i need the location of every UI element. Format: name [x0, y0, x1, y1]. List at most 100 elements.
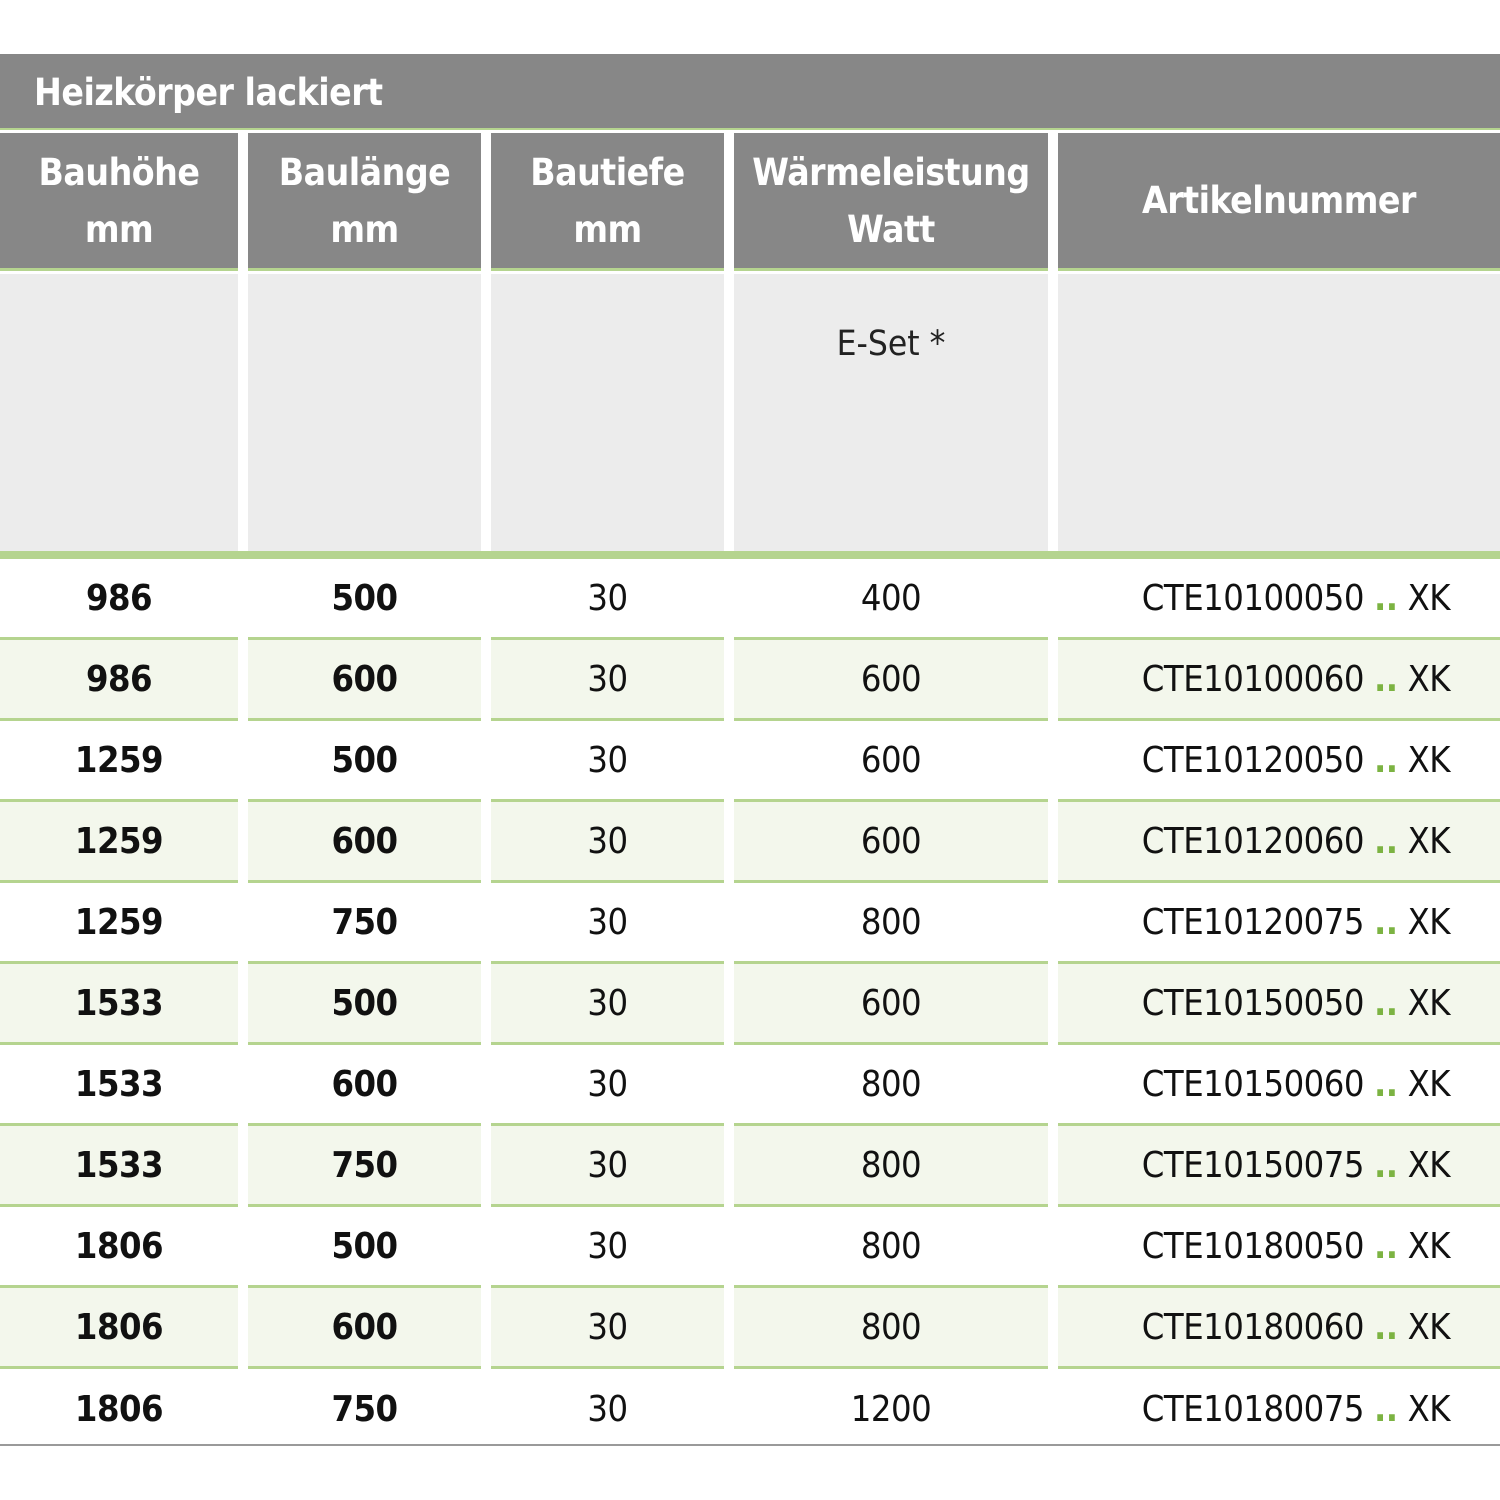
cell-hoehe: 1533: [0, 1126, 238, 1207]
cell-artikelnummer: CTE10120060.. XK: [1058, 802, 1500, 883]
artikel-dots: ..: [1373, 739, 1398, 781]
table-row: 1533 750 30 800 CTE10150075.. XK: [0, 1126, 1500, 1207]
table-row: 986 500 30 400 CTE10100050.. XK: [0, 559, 1500, 640]
artikel-suffix: XK: [1407, 820, 1451, 862]
header-divider: [0, 551, 1500, 559]
cell-artikelnummer: CTE10150060.. XK: [1058, 1045, 1500, 1126]
cell-laenge: 500: [248, 559, 481, 640]
artikel-dots: ..: [1373, 901, 1398, 943]
artikel-art: CTE10150050: [1141, 982, 1365, 1024]
cell-laenge: 750: [331, 1389, 398, 1430]
column-header-line1: Artikelnummer: [1142, 179, 1416, 222]
cell-tiefe: 30: [491, 640, 724, 721]
cell-laenge: 500: [248, 1207, 481, 1288]
artikel-dots: ..: [1373, 1063, 1398, 1105]
cell-hoehe: 1533: [0, 964, 238, 1045]
cell-watt: 800: [734, 1288, 1048, 1369]
table-header: Bauhöhe mm Baulänge mm Bautiefe mm Wärmeleistu…: [0, 133, 1500, 271]
artikel-suffix: XK: [1407, 739, 1451, 781]
cell-tiefe: 30: [491, 883, 724, 964]
column-header: Wärmeleistung Watt: [734, 133, 1048, 271]
table-title: Heizkörper lackiert: [0, 54, 1500, 130]
cell-artikelnummer: CTE10100050.. XK: [1058, 559, 1500, 640]
artikel-suffix: XK: [1407, 577, 1451, 619]
column-header: Artikelnummer: [1058, 133, 1500, 271]
cell-hoehe: 1259: [0, 883, 238, 964]
artikel-suffix: XK: [1407, 982, 1451, 1024]
column-header-line1: Wärmeleistung: [752, 150, 1030, 194]
table-row: 1259 500 30 600 CTE10120050.. XK: [0, 721, 1500, 802]
cell-watt: 600: [734, 721, 1048, 802]
cell-watt: 800: [734, 883, 1048, 964]
artikel-art: CTE10100050: [1141, 577, 1365, 619]
subheader-cell: [1058, 274, 1500, 551]
artikel-dots: ..: [1373, 658, 1398, 700]
cell-watt: 600: [734, 964, 1048, 1045]
artikel-dots: ..: [1373, 982, 1398, 1024]
table-row: 1806 500 30 800 CTE10180050.. XK: [0, 1207, 1500, 1288]
column-header-line2: mm: [330, 207, 399, 251]
cell-laenge: 500: [248, 964, 481, 1045]
artikel-suffix: XK: [1407, 1144, 1451, 1186]
cell-tiefe: 30: [491, 559, 724, 640]
artikel-art: CTE10180050: [1141, 1225, 1365, 1267]
artikel-dots: ..: [1373, 577, 1398, 619]
artikel-dots: ..: [1373, 1389, 1398, 1430]
cell-hoehe: 1806: [0, 1207, 238, 1288]
artikel-suffix: XK: [1407, 1063, 1451, 1105]
column-header-line2: mm: [573, 207, 642, 251]
cell-hoehe: 1806: [0, 1288, 238, 1369]
cell-tiefe: 30: [491, 1126, 724, 1207]
subheader-cell: [0, 274, 238, 551]
cell-hoehe: 1806: [74, 1389, 164, 1430]
cell-laenge: 500: [248, 721, 481, 802]
artikel-suffix: XK: [1407, 1389, 1451, 1430]
column-header-line1: Bautiefe: [530, 150, 685, 194]
cell-laenge: 600: [248, 1045, 481, 1126]
artikel-dots: ..: [1373, 820, 1398, 862]
table-row: 1259 750 30 800 CTE10120075.. XK: [0, 883, 1500, 964]
cell-hoehe: 1259: [0, 721, 238, 802]
cell-watt: 800: [734, 1126, 1048, 1207]
cell-laenge: 600: [248, 640, 481, 721]
cell-artikelnummer: CTE10180060.. XK: [1058, 1288, 1500, 1369]
cell-tiefe: 30: [491, 802, 724, 883]
cell-hoehe: 1259: [0, 802, 238, 883]
cell-artikelnummer: CTE10120075.. XK: [1058, 883, 1500, 964]
cell-tiefe: 30: [491, 1288, 724, 1369]
cell-artikelnummer: CTE10150075.. XK: [1058, 1126, 1500, 1207]
cell-tiefe: 30: [587, 1389, 628, 1430]
column-header: Bautiefe mm: [491, 133, 724, 271]
artikel-suffix: XK: [1407, 658, 1451, 700]
artikel-art: CTE10180060: [1141, 1306, 1365, 1348]
column-header-line2: Watt: [847, 207, 935, 251]
column-header: Bauhöhe mm: [0, 133, 238, 271]
table-row: 1533 600 30 800 CTE10150060.. XK: [0, 1045, 1500, 1126]
artikel-art: CTE10120075: [1141, 901, 1365, 943]
artikel-suffix: XK: [1407, 901, 1451, 943]
artikel-art: CTE10150075: [1141, 1144, 1365, 1186]
table-row: 1533 500 30 600 CTE10150050.. XK: [0, 964, 1500, 1045]
artikel-suffix: XK: [1407, 1306, 1451, 1348]
cell-watt: 800: [734, 1045, 1048, 1126]
artikel-art: CTE10120050: [1141, 739, 1365, 781]
cell-artikelnummer: CTE10150050.. XK: [1058, 964, 1500, 1045]
table-row: 1259 600 30 600 CTE10120060.. XK: [0, 802, 1500, 883]
cell-tiefe: 30: [491, 1045, 724, 1126]
artikel-art: CTE10120060: [1141, 820, 1365, 862]
table-row: 986 600 30 600 CTE10100060.. XK: [0, 640, 1500, 721]
cell-watt: 600: [734, 640, 1048, 721]
cell-tiefe: 30: [491, 964, 724, 1045]
cell-laenge: 750: [248, 1126, 481, 1207]
table-row: 1806 600 30 800 CTE10180060.. XK: [0, 1288, 1500, 1369]
table-bottom-border: [0, 1444, 1500, 1446]
artikel-suffix: XK: [1407, 1225, 1451, 1267]
cell-watt: 600: [734, 802, 1048, 883]
cell-hoehe: 1533: [0, 1045, 238, 1126]
cell-watt: 1200: [850, 1389, 932, 1430]
artikel-art: CTE10150060: [1141, 1063, 1365, 1105]
cell-laenge: 600: [248, 1288, 481, 1369]
column-header: Baulänge mm: [248, 133, 481, 271]
cell-watt: 400: [734, 559, 1048, 640]
artikel-art: CTE10100060: [1141, 658, 1365, 700]
